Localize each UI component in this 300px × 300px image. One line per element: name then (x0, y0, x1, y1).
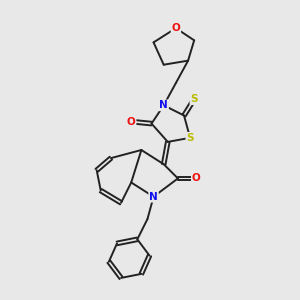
Text: O: O (127, 117, 136, 127)
Text: S: S (186, 133, 194, 143)
Text: N: N (149, 192, 158, 202)
Text: S: S (190, 94, 198, 104)
Text: N: N (159, 100, 168, 110)
Text: O: O (192, 173, 201, 183)
Text: O: O (172, 23, 180, 33)
